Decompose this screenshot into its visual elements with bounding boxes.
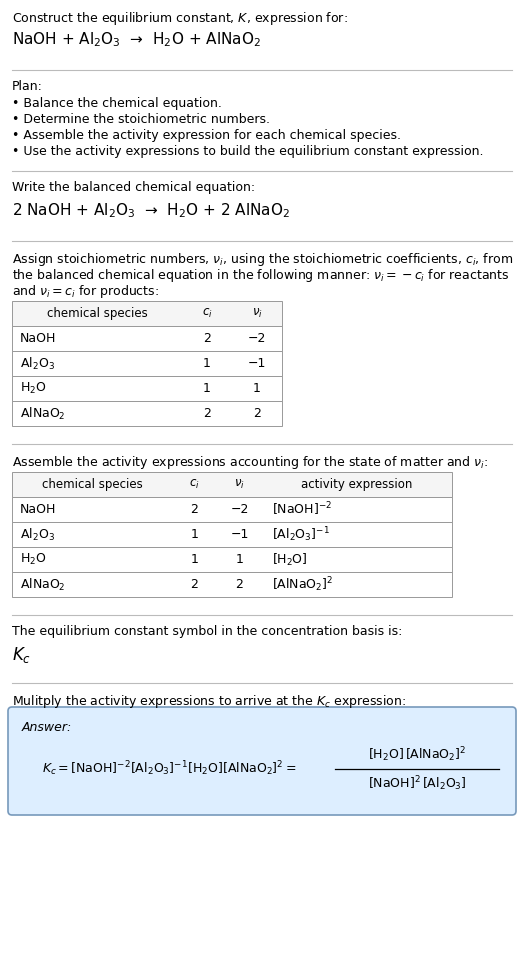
Text: 2: 2 xyxy=(191,503,199,516)
Text: 1: 1 xyxy=(191,528,199,541)
Text: 2: 2 xyxy=(203,407,211,420)
Text: H$_2$O: H$_2$O xyxy=(20,381,47,396)
Text: $K_c = [\mathrm{NaOH}]^{-2} [\mathrm{Al_2O_3}]^{-1} [\mathrm{H_2O}][\mathrm{AlNa: $K_c = [\mathrm{NaOH}]^{-2} [\mathrm{Al_… xyxy=(42,760,297,779)
Text: chemical species: chemical species xyxy=(47,307,147,320)
Text: $c_i$: $c_i$ xyxy=(202,307,212,320)
Text: Al$_2$O$_3$: Al$_2$O$_3$ xyxy=(20,526,55,543)
Text: $[\mathrm{H_2O}]\,[\mathrm{AlNaO_2}]^2$: $[\mathrm{H_2O}]\,[\mathrm{AlNaO_2}]^2$ xyxy=(368,746,466,764)
Text: Al$_2$O$_3$: Al$_2$O$_3$ xyxy=(20,356,55,371)
Text: [Al$_2$O$_3$]$^{-1}$: [Al$_2$O$_3$]$^{-1}$ xyxy=(272,526,330,544)
Bar xyxy=(12,497,452,522)
Text: AlNaO$_2$: AlNaO$_2$ xyxy=(20,406,66,422)
Text: • Assemble the activity expression for each chemical species.: • Assemble the activity expression for e… xyxy=(12,129,401,142)
Text: • Balance the chemical equation.: • Balance the chemical equation. xyxy=(12,97,222,110)
Text: 2: 2 xyxy=(191,578,199,591)
Text: Answer:: Answer: xyxy=(22,721,72,734)
Text: 2 NaOH + Al$_2$O$_3$  →  H$_2$O + 2 AlNaO$_2$: 2 NaOH + Al$_2$O$_3$ → H$_2$O + 2 AlNaO$… xyxy=(12,201,290,220)
Text: $c_i$: $c_i$ xyxy=(189,478,200,491)
Bar xyxy=(12,351,282,376)
Text: $K_c$: $K_c$ xyxy=(12,645,31,665)
Text: 1: 1 xyxy=(236,553,244,566)
Text: Write the balanced chemical equation:: Write the balanced chemical equation: xyxy=(12,181,255,194)
Text: The equilibrium constant symbol in the concentration basis is:: The equilibrium constant symbol in the c… xyxy=(12,625,402,638)
Text: • Use the activity expressions to build the equilibrium constant expression.: • Use the activity expressions to build … xyxy=(12,145,484,158)
Text: 1: 1 xyxy=(203,357,211,370)
Text: NaOH + Al$_2$O$_3$  →  H$_2$O + AlNaO$_2$: NaOH + Al$_2$O$_3$ → H$_2$O + AlNaO$_2$ xyxy=(12,30,261,49)
Text: −1: −1 xyxy=(231,528,249,541)
Text: [AlNaO$_2$]$^2$: [AlNaO$_2$]$^2$ xyxy=(272,575,333,594)
Text: 2: 2 xyxy=(203,332,211,345)
Text: NaOH: NaOH xyxy=(20,503,57,516)
Text: 1: 1 xyxy=(253,382,261,395)
Text: Plan:: Plan: xyxy=(12,80,43,93)
Text: $\nu_i$: $\nu_i$ xyxy=(234,478,245,491)
Bar xyxy=(12,301,282,326)
Text: $\nu_i$: $\nu_i$ xyxy=(252,307,263,320)
Text: NaOH: NaOH xyxy=(20,332,57,345)
Text: [H$_2$O]: [H$_2$O] xyxy=(272,551,308,568)
FancyBboxPatch shape xyxy=(8,707,516,815)
Bar xyxy=(12,326,282,351)
Bar xyxy=(12,572,452,597)
Bar xyxy=(12,547,452,572)
Text: [NaOH]$^{-2}$: [NaOH]$^{-2}$ xyxy=(272,501,332,518)
Bar xyxy=(12,522,452,547)
Text: Assign stoichiometric numbers, $\nu_i$, using the stoichiometric coefficients, $: Assign stoichiometric numbers, $\nu_i$, … xyxy=(12,251,513,268)
Bar xyxy=(12,472,452,497)
Bar xyxy=(12,401,282,426)
Text: H$_2$O: H$_2$O xyxy=(20,552,47,567)
Text: 1: 1 xyxy=(191,553,199,566)
Text: activity expression: activity expression xyxy=(301,478,413,491)
Text: 1: 1 xyxy=(203,382,211,395)
Text: and $\nu_i = c_i$ for products:: and $\nu_i = c_i$ for products: xyxy=(12,283,159,300)
Text: −1: −1 xyxy=(248,357,266,370)
Text: • Determine the stoichiometric numbers.: • Determine the stoichiometric numbers. xyxy=(12,113,270,126)
Text: AlNaO$_2$: AlNaO$_2$ xyxy=(20,576,66,593)
Text: 2: 2 xyxy=(236,578,244,591)
Text: chemical species: chemical species xyxy=(41,478,143,491)
Text: 2: 2 xyxy=(253,407,261,420)
Text: Mulitply the activity expressions to arrive at the $K_c$ expression:: Mulitply the activity expressions to arr… xyxy=(12,693,406,710)
Text: Construct the equilibrium constant, $K$, expression for:: Construct the equilibrium constant, $K$,… xyxy=(12,10,348,27)
Text: Assemble the activity expressions accounting for the state of matter and $\nu_i$: Assemble the activity expressions accoun… xyxy=(12,454,488,471)
Text: $[\mathrm{NaOH}]^2\,[\mathrm{Al_2O_3}]$: $[\mathrm{NaOH}]^2\,[\mathrm{Al_2O_3}]$ xyxy=(368,775,466,793)
Bar xyxy=(12,376,282,401)
Text: −2: −2 xyxy=(248,332,266,345)
Text: the balanced chemical equation in the following manner: $\nu_i = -c_i$ for react: the balanced chemical equation in the fo… xyxy=(12,267,509,284)
Text: −2: −2 xyxy=(231,503,249,516)
